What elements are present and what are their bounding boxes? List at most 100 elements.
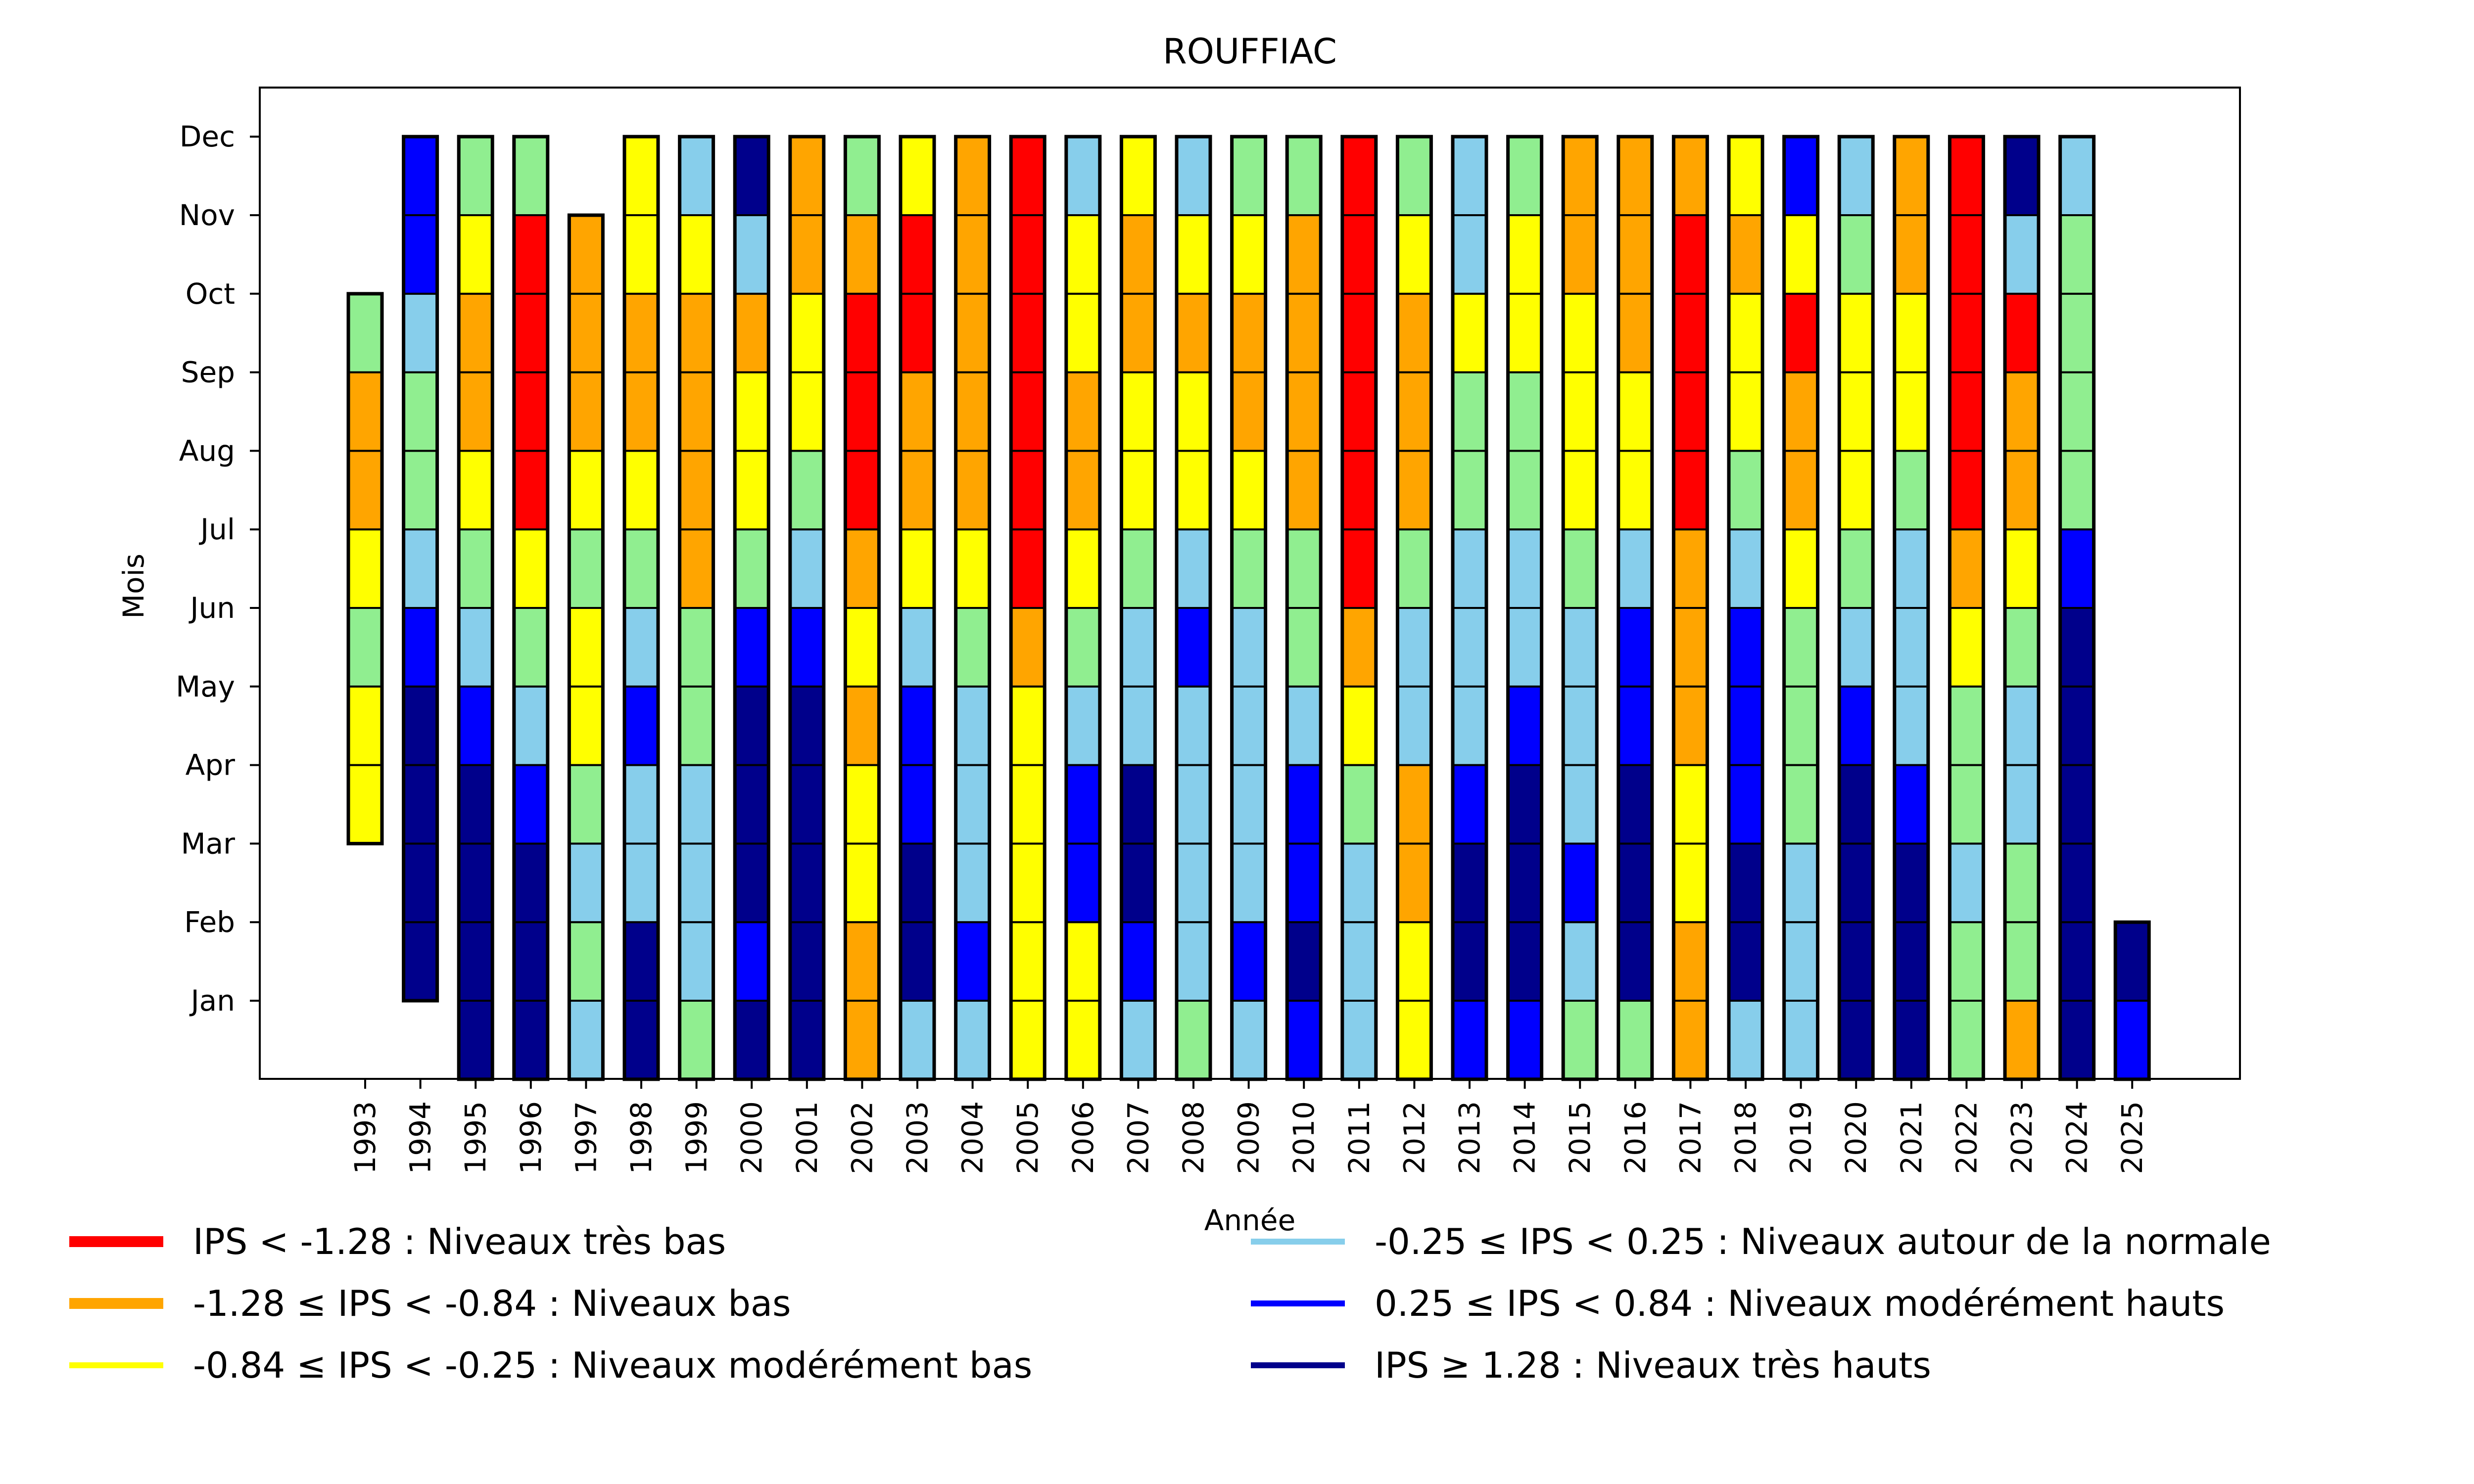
heatmap-cell-1999-aug bbox=[678, 450, 714, 531]
legend-item-normale: -0.25 ≤ IPS < 0.25 : Niveaux autour de l… bbox=[1251, 1217, 2271, 1266]
heatmap-cell-2023-nov bbox=[2004, 214, 2040, 295]
heatmap-cell-1997-jan bbox=[568, 1000, 604, 1080]
heatmap-cell-2006-dec bbox=[1065, 136, 1101, 217]
heatmap-cell-2023-may bbox=[2004, 685, 2040, 766]
heatmap-cell-1999-nov bbox=[678, 214, 714, 295]
heatmap-cell-2014-mar bbox=[1507, 842, 1543, 924]
heatmap-cell-2007-jan bbox=[1120, 1000, 1156, 1080]
x-tick-label-2014: 2014 bbox=[1508, 1101, 1542, 1174]
x-tick-label-1996: 1996 bbox=[514, 1101, 548, 1174]
legend-item-tres-bas: IPS < -1.28 : Niveaux très bas bbox=[69, 1217, 726, 1266]
x-tick-label-2021: 2021 bbox=[1895, 1101, 1928, 1174]
heatmap-cell-1993-sep bbox=[347, 371, 383, 452]
heatmap-cell-2017-jul bbox=[1672, 528, 1709, 609]
heatmap-cell-2017-jan bbox=[1672, 1000, 1709, 1080]
heatmap-cell-1995-aug bbox=[458, 450, 494, 531]
heatmap-cell-2022-oct bbox=[1949, 292, 1985, 373]
heatmap-cell-1995-sep bbox=[458, 371, 494, 452]
heatmap-cell-1997-nov bbox=[568, 214, 604, 295]
heatmap-cell-2000-may bbox=[734, 685, 770, 766]
heatmap-cell-2008-sep bbox=[1176, 371, 1211, 452]
heatmap-cell-2001-feb bbox=[789, 921, 825, 1002]
heatmap-cell-2010-apr bbox=[1286, 764, 1322, 845]
heatmap-cell-2004-jul bbox=[954, 528, 991, 609]
heatmap-cell-2024-nov bbox=[2059, 214, 2095, 295]
heatmap-cell-1995-oct bbox=[458, 292, 494, 373]
heatmap-cell-2006-jul bbox=[1065, 528, 1101, 609]
y-tick-label-apr: Apr bbox=[186, 748, 235, 782]
heatmap-cell-1997-may bbox=[568, 685, 604, 766]
heatmap-cell-2018-nov bbox=[1728, 214, 1763, 295]
heatmap-cell-2019-may bbox=[1783, 685, 1819, 766]
heatmap-cell-2020-jul bbox=[1838, 528, 1874, 609]
heatmap-cell-2024-oct bbox=[2059, 292, 2095, 373]
heatmap-cell-2008-oct bbox=[1176, 292, 1211, 373]
heatmap-cell-2006-aug bbox=[1065, 450, 1101, 531]
heatmap-cell-1994-oct bbox=[402, 292, 438, 373]
heatmap-cell-2003-apr bbox=[900, 764, 935, 845]
heatmap-cell-2005-apr bbox=[1010, 764, 1046, 845]
heatmap-cell-2013-aug bbox=[1452, 450, 1487, 531]
heatmap-cell-2020-nov bbox=[1838, 214, 1874, 295]
heatmap-cell-2007-jun bbox=[1120, 607, 1156, 688]
heatmap-cell-2017-feb bbox=[1672, 921, 1709, 1002]
heatmap-cell-2003-may bbox=[900, 685, 935, 766]
heatmap-cell-2007-apr bbox=[1120, 764, 1156, 845]
heatmap-cell-1998-feb bbox=[623, 921, 659, 1002]
heatmap-cell-2018-jul bbox=[1728, 528, 1763, 609]
heatmap-cell-2015-jan bbox=[1562, 1000, 1598, 1080]
y-tick-label-mar: Mar bbox=[181, 827, 236, 860]
x-axis: 1993 1994 1995 1996 1997 1998 1999 2000 2001 2002… bbox=[348, 1079, 2149, 1174]
heatmap-cell-2013-jan bbox=[1452, 1000, 1487, 1080]
x-tick-label-2013: 2013 bbox=[1453, 1101, 1486, 1174]
cells-layer bbox=[346, 135, 2151, 1081]
heatmap-cell-2015-may bbox=[1562, 685, 1598, 766]
heatmap-cell-2012-jan bbox=[1396, 1000, 1432, 1080]
heatmap-cell-2004-feb bbox=[954, 921, 991, 1002]
heatmap-cell-2021-jan bbox=[1893, 1000, 1929, 1080]
heatmap-cell-2014-may bbox=[1507, 685, 1543, 766]
heatmap-cell-1995-mar bbox=[458, 842, 494, 924]
heatmap-cell-2002-jan bbox=[844, 1000, 880, 1080]
heatmap-cell-2015-dec bbox=[1562, 136, 1598, 217]
heatmap-cell-2005-jun bbox=[1010, 607, 1046, 688]
heatmap-cell-2016-feb bbox=[1617, 921, 1653, 1002]
heatmap-cell-2000-apr bbox=[734, 764, 770, 845]
heatmap-cell-2019-dec bbox=[1783, 136, 1819, 217]
heatmap-cell-2023-dec bbox=[2004, 136, 2040, 217]
heatmap-cell-2008-mar bbox=[1176, 842, 1211, 924]
heatmap-cell-1995-dec bbox=[458, 136, 494, 217]
heatmap-cell-2016-may bbox=[1617, 685, 1653, 766]
heatmap-cell-2006-apr bbox=[1065, 764, 1101, 845]
heatmap-cell-2022-jan bbox=[1949, 1000, 1985, 1080]
heatmap-cell-2016-mar bbox=[1617, 842, 1653, 924]
heatmap-cell-2001-mar bbox=[789, 842, 825, 924]
heatmap-cell-2003-jan bbox=[900, 1000, 935, 1080]
heatmap-cell-2018-sep bbox=[1728, 371, 1763, 452]
heatmap-cell-2011-apr bbox=[1341, 764, 1377, 845]
heatmap-cell-2012-aug bbox=[1396, 450, 1432, 531]
heatmap-cell-2006-jan bbox=[1065, 1000, 1101, 1080]
heatmap-cell-2001-jul bbox=[789, 528, 825, 609]
heatmap-cell-2015-feb bbox=[1562, 921, 1598, 1002]
heatmap-cell-2007-may bbox=[1120, 685, 1156, 766]
x-tick-label-2010: 2010 bbox=[1287, 1101, 1321, 1174]
heatmap-cell-1994-sep bbox=[402, 371, 438, 452]
heatmap-cell-2012-jun bbox=[1396, 607, 1432, 688]
heatmap-cell-2019-jun bbox=[1783, 607, 1819, 688]
heatmap-cell-2011-nov bbox=[1341, 214, 1377, 295]
heatmap-cell-2002-mar bbox=[844, 842, 880, 924]
heatmap-cell-2023-apr bbox=[2004, 764, 2040, 845]
heatmap-cell-2021-aug bbox=[1893, 450, 1929, 531]
heatmap-cell-2013-may bbox=[1452, 685, 1487, 766]
heatmap-cell-2016-oct bbox=[1617, 292, 1653, 373]
heatmap-cell-2020-jun bbox=[1838, 607, 1874, 688]
heatmap-cell-1995-feb bbox=[458, 921, 494, 1002]
heatmap-cell-1994-aug bbox=[402, 450, 438, 531]
heatmap-cell-2018-apr bbox=[1728, 764, 1763, 845]
heatmap-cell-2022-sep bbox=[1949, 371, 1985, 452]
heatmap-cell-2004-aug bbox=[954, 450, 991, 531]
heatmap-cell-2005-may bbox=[1010, 685, 1046, 766]
legend-item-bas: -1.28 ≤ IPS < -0.84 : Niveaux bas bbox=[69, 1279, 791, 1328]
heatmap-cell-2014-oct bbox=[1507, 292, 1543, 373]
